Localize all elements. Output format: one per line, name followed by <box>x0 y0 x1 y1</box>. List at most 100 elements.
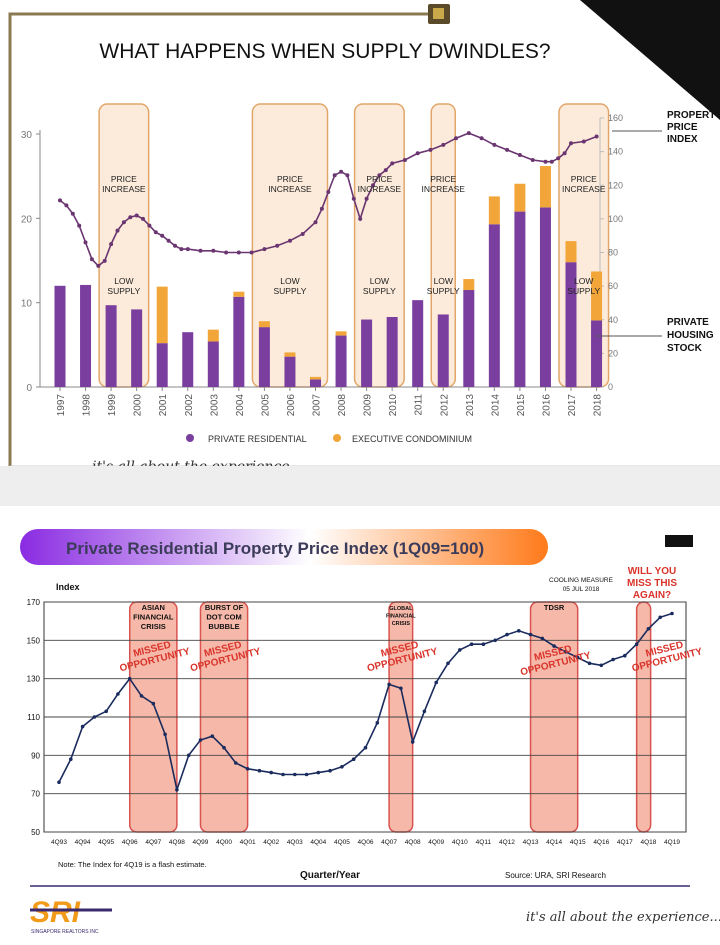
right-tick-label: 140 <box>608 147 623 157</box>
bar-private-residential <box>258 327 270 387</box>
x-tick-label: 4Q96 <box>122 839 138 846</box>
price-index-point <box>493 638 498 643</box>
event-label: FINANCIAL <box>386 614 416 620</box>
price-index-point <box>222 745 226 750</box>
y-tick-label: 90 <box>31 751 40 760</box>
x-tick-label: 4Q02 <box>263 839 279 846</box>
price-index-point <box>245 767 250 771</box>
price-index-point <box>646 627 651 631</box>
price-index-point <box>281 772 285 777</box>
x-tick-label: 4Q97 <box>145 839 161 846</box>
price-index-point <box>339 169 344 174</box>
x-tick-label: 1999 <box>107 394 118 417</box>
bar-private-residential <box>310 379 321 387</box>
x-tick-label: 4Q05 <box>334 839 350 846</box>
price-index-point <box>92 715 97 719</box>
price-index-point <box>64 203 69 208</box>
x-tick-label: 4Q06 <box>358 839 374 846</box>
bar-private-residential <box>335 335 347 387</box>
x-tick-label: 4Q19 <box>664 839 680 846</box>
price-index-panel: Private Residential Property Price Index… <box>0 506 720 940</box>
price-index-point <box>634 642 639 646</box>
price-index-point <box>371 183 375 188</box>
price-index-point <box>581 139 586 144</box>
bar-private-residential <box>80 284 92 387</box>
price-index-point <box>364 196 369 201</box>
x-tick-label: 4Q08 <box>405 839 421 846</box>
y-tick-label: 70 <box>31 790 40 799</box>
price-index-point <box>556 156 561 161</box>
price-index-point <box>116 692 120 696</box>
callout-text: MISS THIS <box>627 578 677 589</box>
legend-label-private: PRIVATE RESIDENTIAL <box>208 434 307 444</box>
price-index-point <box>562 151 567 156</box>
price-index-point <box>77 223 82 228</box>
right-tick-label: 60 <box>608 281 618 291</box>
band-label-increase: INCREASE <box>422 184 466 194</box>
price-index-point <box>351 196 356 201</box>
price-index-point <box>466 131 471 136</box>
x-tick-label: 4Q99 <box>193 839 209 846</box>
price-index-point <box>186 753 191 758</box>
x-tick-label: 4Q15 <box>570 839 586 846</box>
price-index-point <box>434 680 439 685</box>
bar-executive-condominium <box>463 279 475 291</box>
bar-private-residential <box>131 309 143 387</box>
price-index-point <box>104 709 108 714</box>
price-index-point <box>234 761 238 765</box>
label-property-price-index: PRICE <box>667 122 698 133</box>
x-tick-label: 4Q00 <box>216 839 232 846</box>
corner-decoration <box>580 0 720 120</box>
price-index-point <box>402 158 407 162</box>
legend-marker-ec <box>333 434 341 442</box>
price-index-point <box>313 220 318 225</box>
price-index-point <box>319 206 324 211</box>
supply-chart-panel: WHAT HAPPENS WHEN SUPPLY DWINDLES? 0 10 20… <box>8 0 720 475</box>
price-index-point <box>377 173 382 178</box>
price-index-point <box>326 190 331 194</box>
price-index-point <box>275 243 280 248</box>
price-index-point <box>458 648 462 652</box>
event-label: FINANCIAL <box>133 613 174 622</box>
price-index-point <box>173 243 177 248</box>
price-index-point <box>387 682 391 687</box>
x-axis-label: Quarter/Year <box>300 870 360 881</box>
price-index-point <box>288 238 292 243</box>
y-tick-label: 110 <box>27 713 40 722</box>
price-index-point <box>69 757 73 761</box>
price-index-point <box>599 663 604 668</box>
y-axis-label: Index <box>56 582 80 592</box>
frame-border <box>8 12 430 468</box>
band-label-price: PRICE <box>430 174 456 184</box>
label-property-price-index: INDEX <box>667 134 698 145</box>
x-tick-label: 4Q16 <box>593 839 609 846</box>
bar-private-residential <box>233 296 245 387</box>
x-tick-label: 4Q18 <box>640 839 656 846</box>
price-index-point <box>163 732 167 737</box>
price-index-point <box>415 151 420 156</box>
x-tick-label: 2004 <box>235 394 246 417</box>
label-property-price-index: PROPERTY <box>667 110 720 121</box>
price-index-point <box>517 629 521 633</box>
price-index-point <box>530 158 535 162</box>
band-label-price: PRICE <box>366 174 392 184</box>
x-tick-label: 2014 <box>490 394 501 417</box>
x-tick-label: 4Q11 <box>476 839 492 846</box>
x-tick-label: 4Q07 <box>381 839 397 846</box>
band-label-low: LOW <box>280 276 299 286</box>
x-tick-label: 4Q17 <box>617 839 633 846</box>
supply-chart: WHAT HAPPENS WHEN SUPPLY DWINDLES? 0 10 20… <box>8 0 720 475</box>
price-index-point <box>410 740 415 744</box>
x-tick-label: 4Q13 <box>523 839 539 846</box>
price-index-point <box>153 230 158 235</box>
bar-private-residential <box>386 317 398 387</box>
x-tick-label: 4Q03 <box>287 839 303 846</box>
price-index-point <box>139 694 144 698</box>
band-label-low: LOW <box>574 276 593 286</box>
price-index-point <box>300 232 305 236</box>
price-index-point <box>549 159 554 164</box>
band-label-supply: SUPPLY <box>567 286 600 296</box>
price-index-point <box>543 159 548 164</box>
price-index-point <box>141 216 145 221</box>
price-index-point <box>134 213 139 218</box>
